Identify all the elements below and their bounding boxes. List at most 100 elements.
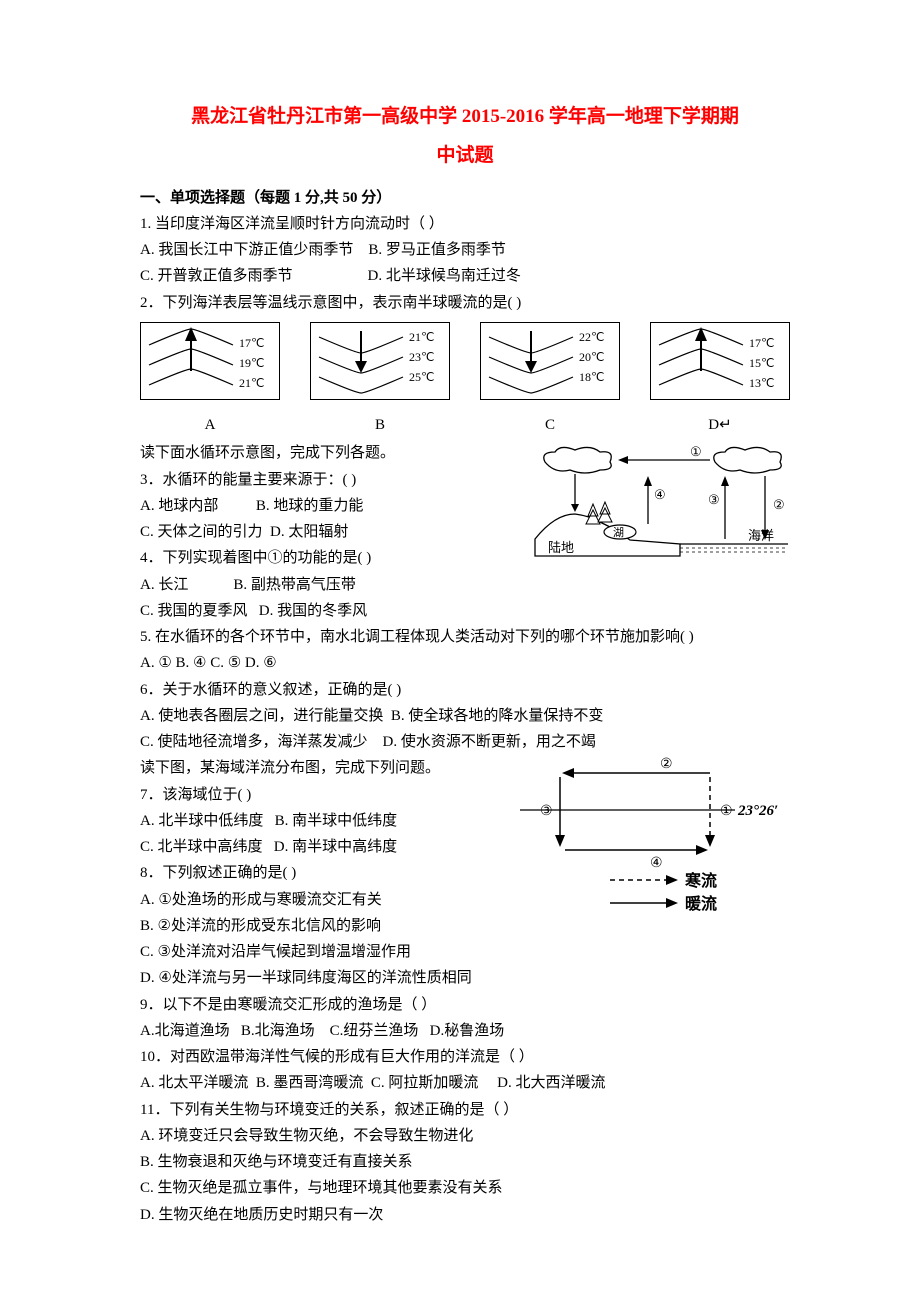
q9-opts: A.北海道渔场 B.北海渔场 C.纽芬兰渔场 D.秘鲁渔场 [140,1018,790,1044]
q7-opt-a: A. 北半球中低纬度 [140,813,263,829]
svg-text:②: ② [773,497,785,512]
svg-text:陆地: 陆地 [548,540,574,555]
q7-opt-d: D. 南半球中高纬度 [274,839,397,855]
q11-opt-d: D. 生物灭绝在地质历史时期只有一次 [140,1202,790,1228]
q7-opt-b: B. 南半球中低纬度 [275,813,398,829]
diagram-d-label: D↵ [650,412,790,438]
svg-text:23℃: 23℃ [409,350,434,364]
svg-text:④: ④ [654,487,666,502]
svg-text:17℃: 17℃ [749,336,774,350]
q1-opt-c: C. 开普敦正值多雨季节 [140,268,293,284]
q2-diagrams: 17℃ 19℃ 21℃ A 21℃ 23℃ 25℃ B [140,322,790,439]
q4-row1: A. 长江 B. 副热带高气压带 [140,572,520,598]
svg-text:④: ④ [650,856,663,871]
q11-opt-b: B. 生物衰退和灭绝与环境变迁有直接关系 [140,1149,790,1175]
q1-opt-a: A. 我国长江中下游正值少雨季节 [140,242,353,258]
diagram-d: 17℃ 15℃ 13℃ D↵ [650,322,790,439]
q9-opt-b: B.北海渔场 [241,1023,315,1039]
svg-text:17℃: 17℃ [239,336,264,350]
svg-text:湖: 湖 [613,526,624,539]
svg-text:21℃: 21℃ [239,376,264,390]
q10-opt-a: A. 北太平洋暖流 [140,1075,248,1091]
q3-opt-d: D. 太阳辐射 [270,524,348,540]
q9-opt-c: C.纽芬兰渔场 [330,1023,419,1039]
q10-opt-d: D. 北大西洋暖流 [497,1075,605,1091]
q9-stem: 9．以下不是由寒暖流交汇形成的渔场是（ ） [140,992,790,1018]
q3-row2: C. 天体之间的引力 D. 太阳辐射 [140,519,520,545]
diagram-c: 22℃ 20℃ 18℃ C [480,322,620,439]
svg-text:22℃: 22℃ [579,330,604,344]
q4-opt-d: D. 我国的冬季风 [259,603,367,619]
q4-opt-a: A. 长江 [140,577,188,593]
ocean-current-diagram-icon: ② ① 23°26′ ③ ④ 寒流 暖流 [510,755,790,930]
q6-row2: C. 使陆地径流增多，海洋蒸发减少 D. 使水资源不断更新，用之不竭 [140,729,790,755]
diagram-a: 17℃ 19℃ 21℃ A [140,322,280,439]
svg-text:21℃: 21℃ [409,330,434,344]
ocean-intro: 读下图，某海域洋流分布图，完成下列问题。 [140,755,500,781]
q8-opt-d: D. ④处洋流与另一半球同纬度海区的洋流性质相同 [140,965,790,991]
diagram-b-label: B [310,412,450,438]
q10-stem: 10．对西欧温带海洋性气候的形成有巨大作用的洋流是（ ） [140,1044,790,1070]
q4-opt-b: B. 副热带高气压带 [233,577,356,593]
q7-stem: 7．该海域位于( ) [140,782,500,808]
q8-stem: 8．下列叙述正确的是( ) [140,860,500,886]
svg-text:13℃: 13℃ [749,376,774,390]
svg-text:③: ③ [708,492,720,507]
q7-opt-c: C. 北半球中高纬度 [140,839,263,855]
svg-text:海洋: 海洋 [748,528,774,543]
q10-opts: A. 北太平洋暖流 B. 墨西哥湾暖流 C. 阿拉斯加暖流 D. 北大西洋暖流 [140,1070,790,1096]
svg-text:暖流: 暖流 [685,894,717,913]
q5-stem: 5. 在水循环的各个环节中，南水北调工程体现人类活动对下列的哪个环节施加影响( … [140,624,790,650]
q10-opt-c: C. 阿拉斯加暖流 [371,1075,479,1091]
exam-title-line2: 中试题 [140,139,790,172]
q11-opt-c: C. 生物灭绝是孤立事件，与地理环境其他要素没有关系 [140,1175,790,1201]
svg-text:23°26′: 23°26′ [737,803,778,819]
q9-opt-d: D.秘鲁渔场 [430,1023,505,1039]
svg-text:寒流: 寒流 [684,871,717,890]
q6-opt-a: A. 使地表各圈层之间，进行能量交换 [140,708,383,724]
q2-stem: 2．下列海洋表层等温线示意图中，表示南半球暖流的是( ) [140,290,790,316]
q5-opts: A. ① B. ④ C. ⑤ D. ⑥ [140,650,790,676]
q11-stem: 11．下列有关生物与环境变迁的关系，叙述正确的是（ ） [140,1097,790,1123]
water-cycle-intro: 读下面水循环示意图，完成下列各题。 [140,440,520,466]
q1-stem: 1. 当印度洋海区洋流呈顺时针方向流动时（ ） [140,211,790,237]
diagram-c-label: C [480,412,620,438]
section-heading: 一、单项选择题（每题 1 分,共 50 分） [140,185,790,211]
q3-row1: A. 地球内部 B. 地球的重力能 [140,493,520,519]
q7-row2: C. 北半球中高纬度 D. 南半球中高纬度 [140,834,500,860]
q3-opt-b: B. 地球的重力能 [256,498,364,514]
q3-opt-c: C. 天体之间的引力 [140,524,263,540]
isotherm-a-icon: 17℃ 19℃ 21℃ [140,322,280,400]
diagram-b: 21℃ 23℃ 25℃ B [310,322,450,439]
q8-opt-c: C. ③处洋流对沿岸气候起到增温增湿作用 [140,939,790,965]
isotherm-c-icon: 22℃ 20℃ 18℃ [480,322,620,400]
svg-text:①: ① [690,444,702,459]
svg-text:19℃: 19℃ [239,356,264,370]
q11-opt-a: A. 环境变迁只会导致生物灭绝，不会导致生物进化 [140,1123,790,1149]
svg-text:①: ① [720,804,733,819]
q6-opt-d: D. 使水资源不断更新，用之不竭 [383,734,596,750]
q1-options-row1: A. 我国长江中下游正值少雨季节 B. 罗马正值多雨季节 [140,237,790,263]
svg-text:20℃: 20℃ [579,350,604,364]
q9-opt-a: A.北海道渔场 [140,1023,230,1039]
water-cycle-diagram-icon: ① 湖 ④ ③ ② [530,444,790,559]
q8-opt-b: B. ②处洋流的形成受东北信风的影响 [140,913,500,939]
svg-text:15℃: 15℃ [749,356,774,370]
svg-text:②: ② [660,757,673,772]
q6-row1: A. 使地表各圈层之间，进行能量交换 B. 使全球各地的降水量保持不变 [140,703,790,729]
q1-opt-d: D. 北半球候鸟南迁过冬 [368,268,521,284]
q10-opt-b: B. 墨西哥湾暖流 [256,1075,364,1091]
q7-row1: A. 北半球中低纬度 B. 南半球中低纬度 [140,808,500,834]
q3-stem: 3．水循环的能量主要来源于：( ) [140,467,520,493]
diagram-a-label: A [140,412,280,438]
q6-opt-c: C. 使陆地径流增多，海洋蒸发减少 [140,734,368,750]
svg-text:③: ③ [540,804,553,819]
svg-text:25℃: 25℃ [409,370,434,384]
q3-opt-a: A. 地球内部 [140,498,218,514]
q6-opt-b: B. 使全球各地的降水量保持不变 [391,708,604,724]
q1-opt-b: B. 罗马正值多雨季节 [368,242,506,258]
q6-stem: 6．关于水循环的意义叙述，正确的是( ) [140,677,790,703]
exam-title-line1: 黑龙江省牡丹江市第一高级中学 2015-2016 学年高一地理下学期期 [140,100,790,133]
svg-text:18℃: 18℃ [579,370,604,384]
q4-stem: 4．下列实现着图中①的功能的是( ) [140,545,520,571]
